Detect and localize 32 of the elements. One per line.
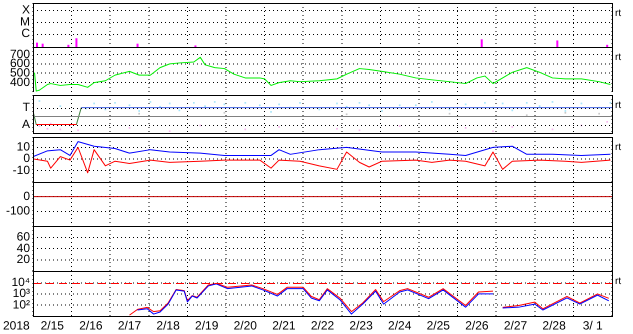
x-tick-label: 3/ 1 xyxy=(582,318,604,333)
y-tick-label: 10 xyxy=(16,140,30,154)
x-tick-label: 2/26 xyxy=(465,318,489,333)
y-tick-label: -10 xyxy=(12,162,30,177)
x-tick-label: 2/27 xyxy=(504,318,528,333)
text: rt xyxy=(615,142,622,153)
y-tick-label: 0 xyxy=(23,151,30,166)
y-tick-label: -100 xyxy=(6,204,30,218)
x-tick-label: 2/15 xyxy=(40,318,64,333)
text: rt xyxy=(615,8,622,19)
ref-line-label: X xyxy=(22,2,30,17)
x-tick-label: 2/16 xyxy=(79,318,103,333)
ref-line-label: T xyxy=(22,100,31,114)
ref-line-label: A xyxy=(22,116,30,131)
x-axis-title: 2018 xyxy=(3,318,30,332)
x-tick-label: 2/25 xyxy=(426,318,450,333)
x-tick-label: 2/19 xyxy=(195,318,219,333)
y-tick-label: 20 xyxy=(16,252,30,266)
text: rt xyxy=(615,276,622,287)
y-tick-label: 0 xyxy=(23,188,30,203)
text: rt xyxy=(615,52,622,63)
x-tick-label: 2/17 xyxy=(118,318,142,333)
x-tick-label: 2/18 xyxy=(156,318,180,333)
x-tick-label: 2/22 xyxy=(310,318,334,333)
x-tick-label: 2/23 xyxy=(349,318,374,333)
x-tick-label: 2/24 xyxy=(388,318,412,333)
x-tick-label: 2/21 xyxy=(272,318,296,333)
ref-line-label: M xyxy=(20,14,30,28)
ref-line-label: C xyxy=(21,26,30,40)
x-tick-label: 2/28 xyxy=(542,318,566,333)
text: rt xyxy=(615,100,622,111)
x-tick-label: 2/20 xyxy=(234,318,258,333)
